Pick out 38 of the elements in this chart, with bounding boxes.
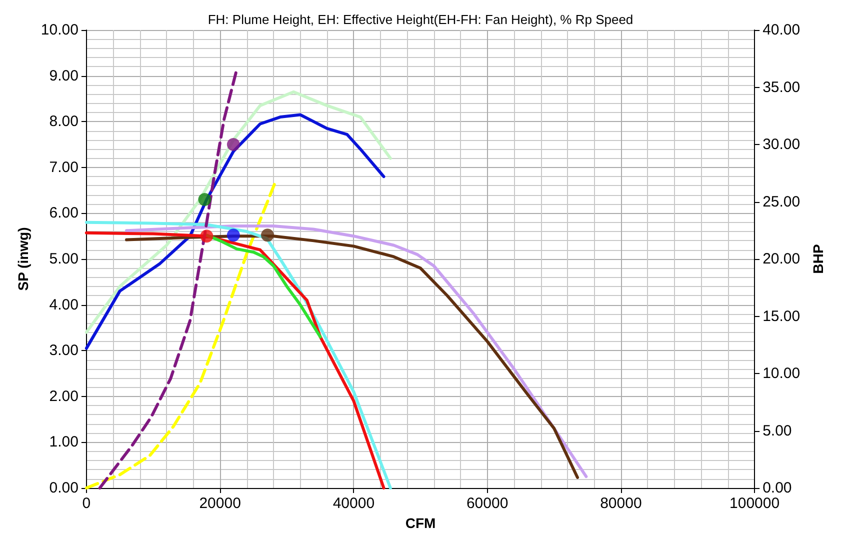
y-tick-label: 8.00 [49, 113, 78, 130]
x-tick-label: 100000 [730, 495, 780, 512]
line-series [84, 90, 392, 334]
y-tick-label: 2.00 [49, 388, 78, 405]
y2-tick-label: 35.00 [762, 78, 800, 96]
y-tick-label: 0.00 [49, 480, 78, 496]
y2-tick-label: 40.00 [762, 22, 800, 38]
line-series [84, 113, 386, 350]
y-tick-label: 4.00 [49, 296, 78, 314]
y2-axis-title: BHP [810, 244, 826, 274]
point [261, 228, 274, 242]
y-tick-label: 3.00 [49, 342, 78, 360]
x-tick-label: 80000 [600, 495, 642, 512]
chart-title: FH: Plume Height, EH: Effective Height(EH-FH: Fan Height), % Rp Speed [208, 12, 634, 27]
y-tick-label: 6.00 [49, 204, 78, 222]
point [198, 192, 212, 206]
y2-tick-label: 25.00 [762, 193, 800, 210]
y-tick-label: 5.00 [49, 250, 78, 268]
y2-tick-label: 15.00 [762, 308, 800, 325]
y-tick-label: 10.00 [40, 22, 78, 38]
line-series [84, 180, 278, 490]
point [226, 228, 240, 242]
point [226, 138, 240, 151]
y-tick-label: 7.00 [49, 158, 78, 176]
y2-tick-label: 10.00 [762, 365, 800, 382]
y2-tick-label: 30.00 [762, 136, 800, 153]
x-tick-label: 40000 [332, 495, 375, 512]
x-tick-label: 60000 [466, 495, 508, 512]
y-tick-label: 1.00 [49, 434, 78, 451]
x-axis-title: CFM [405, 515, 436, 531]
y-tick-label: 9.00 [49, 67, 78, 84]
x-tick-label: 0 [82, 495, 91, 512]
y2-tick-label: 0.00 [762, 480, 792, 496]
y2-tick-label: 20.00 [762, 250, 800, 268]
point [200, 230, 214, 243]
y-axis-title: SP (inwg) [15, 227, 31, 291]
y2-tick-label: 5.00 [762, 422, 792, 440]
x-tick-label: 20000 [199, 495, 241, 512]
